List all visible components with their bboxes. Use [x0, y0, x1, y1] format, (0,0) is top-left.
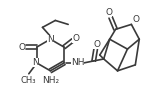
- Text: N: N: [32, 58, 39, 67]
- Text: O: O: [72, 34, 79, 43]
- Text: O: O: [133, 15, 140, 24]
- Text: O: O: [93, 40, 100, 49]
- Text: CH₃: CH₃: [20, 76, 36, 85]
- Text: O: O: [105, 8, 112, 17]
- Text: NH₂: NH₂: [42, 76, 59, 85]
- Text: N: N: [47, 35, 54, 44]
- Text: O: O: [18, 43, 25, 52]
- Text: NH: NH: [71, 58, 84, 67]
